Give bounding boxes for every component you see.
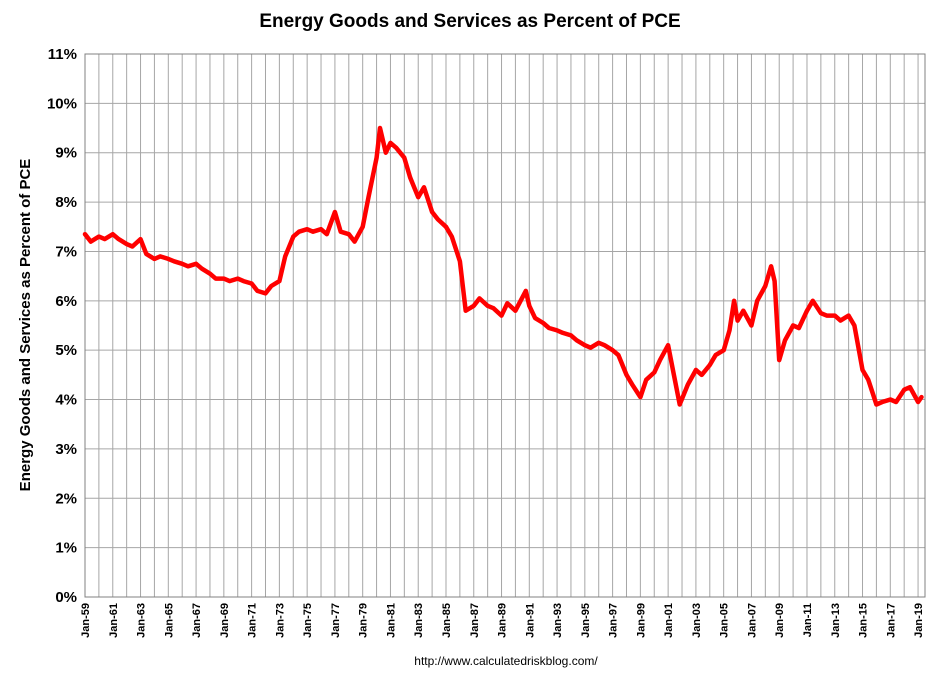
x-tick-label: Jan-71 <box>247 603 259 638</box>
x-tick-label: Jan-69 <box>219 603 231 638</box>
y-tick-labels: 0% 1% 2% 3% 4% 5% 6% 7% 8% 9% 10% 11% <box>47 46 77 606</box>
plot-area-border <box>84 53 926 598</box>
y-tick-label: 5% <box>55 342 77 359</box>
x-tick-label: Jan-59 <box>80 603 92 638</box>
y-tick-label: 9% <box>55 145 77 162</box>
x-tick-label: Jan-95 <box>580 603 592 638</box>
x-tick-label: Jan-99 <box>635 603 647 638</box>
x-tick-label: Jan-63 <box>136 603 148 638</box>
x-tick-label: Jan-79 <box>358 603 370 638</box>
y-tick-label: 8% <box>55 194 77 211</box>
y-tick-label: 2% <box>55 490 77 507</box>
x-tick-label: Jan-09 <box>774 603 786 638</box>
x-tick-label: Jan-03 <box>691 603 703 638</box>
y-tick-label: 7% <box>55 243 77 260</box>
y-tick-label: 0% <box>55 589 77 606</box>
source-url: http://www.calculatedriskblog.com/ <box>414 654 598 668</box>
chart-title: Energy Goods and Services as Percent of … <box>259 11 680 32</box>
x-tick-label: Jan-01 <box>663 603 675 638</box>
x-tick-label: Jan-13 <box>830 603 842 638</box>
x-tick-label: Jan-77 <box>330 603 342 638</box>
y-axis-label: Energy Goods and Services as Percent of … <box>17 159 34 492</box>
x-tick-label: Jan-67 <box>191 603 203 638</box>
series-line <box>82 125 924 407</box>
x-tick-label: Jan-91 <box>524 603 536 638</box>
x-tick-label: Jan-17 <box>885 603 897 638</box>
x-tick-label: Jan-61 <box>108 603 120 638</box>
x-tick-label: Jan-89 <box>497 603 509 638</box>
x-tick-label: Jan-81 <box>385 603 397 638</box>
y-tick-label: 4% <box>55 392 77 409</box>
x-tick-label: Jan-11 <box>802 603 814 637</box>
x-tick-label: Jan-73 <box>274 603 286 638</box>
y-tick-label: 11% <box>48 46 77 63</box>
x-tick-label: Jan-19 <box>913 603 925 638</box>
x-tick-label: Jan-87 <box>469 603 481 638</box>
x-tick-label: Jan-97 <box>608 603 620 638</box>
x-tick-label: Jan-83 <box>413 603 425 638</box>
y-tick-label: 6% <box>55 293 77 310</box>
x-tick-label: Jan-05 <box>719 603 731 638</box>
x-tick-labels: Jan-59 Jan-61 Jan-63 Jan-65 Jan-67 Jan-69 Jan-… <box>80 603 925 638</box>
x-tick-label: Jan-65 <box>163 603 175 638</box>
x-tick-label: Jan-75 <box>302 603 314 638</box>
x-tick-label: Jan-15 <box>858 603 870 638</box>
y-tick-label: 1% <box>55 540 77 557</box>
y-tick-label: 10% <box>47 95 77 112</box>
x-tick-label: Jan-85 <box>441 603 453 638</box>
x-tick-label: Jan-07 <box>746 603 758 638</box>
x-tick-label: Jan-93 <box>552 603 564 638</box>
grid-lines <box>85 54 925 597</box>
y-tick-label: 3% <box>55 441 77 458</box>
